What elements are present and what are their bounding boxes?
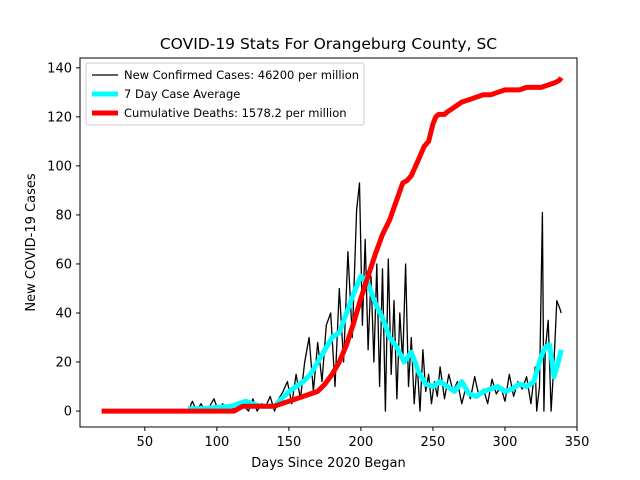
legend-label-2: Cumulative Deaths: 1578.2 per million	[124, 106, 347, 120]
x-tick-label: 300	[493, 435, 518, 450]
x-tick-label: 150	[276, 435, 301, 450]
x-tick-label: 250	[421, 435, 446, 450]
x-tick-label: 350	[565, 435, 590, 450]
series-line-2	[101, 76, 564, 414]
y-tick-label: 20	[55, 356, 72, 371]
legend-label-0: New Confirmed Cases: 46200 per million	[124, 68, 359, 82]
legend-box	[85, 62, 365, 126]
y-tick-label: 60	[55, 257, 72, 272]
y-tick-label: 140	[47, 61, 72, 76]
x-tick-label: 50	[137, 435, 154, 450]
y-tick-label: 120	[47, 110, 72, 125]
y-tick-label: 100	[47, 159, 72, 174]
x-tick-label: 200	[348, 435, 373, 450]
x-tick-label: 100	[204, 435, 229, 450]
chart-title: COVID-19 Stats For Orangeburg County, SC	[160, 35, 497, 53]
y-tick-label: 80	[55, 208, 72, 223]
ticks-layer: 50 100 150 200 250 300 350 0 20 40 60 80 100 120 140	[47, 61, 589, 450]
series-layer	[101, 76, 564, 414]
legend-label-1: 7 Day Case Average	[124, 87, 240, 101]
y-axis-label: New COVID-19 Cases	[24, 173, 39, 311]
y-tick-label: 40	[55, 306, 72, 321]
legend: New Confirmed Cases: 46200 per million 7 …	[85, 62, 365, 126]
x-axis-label: Days Since 2020 Began	[251, 456, 406, 471]
y-tick-label: 0	[64, 405, 72, 420]
plot-frame	[79, 57, 578, 428]
